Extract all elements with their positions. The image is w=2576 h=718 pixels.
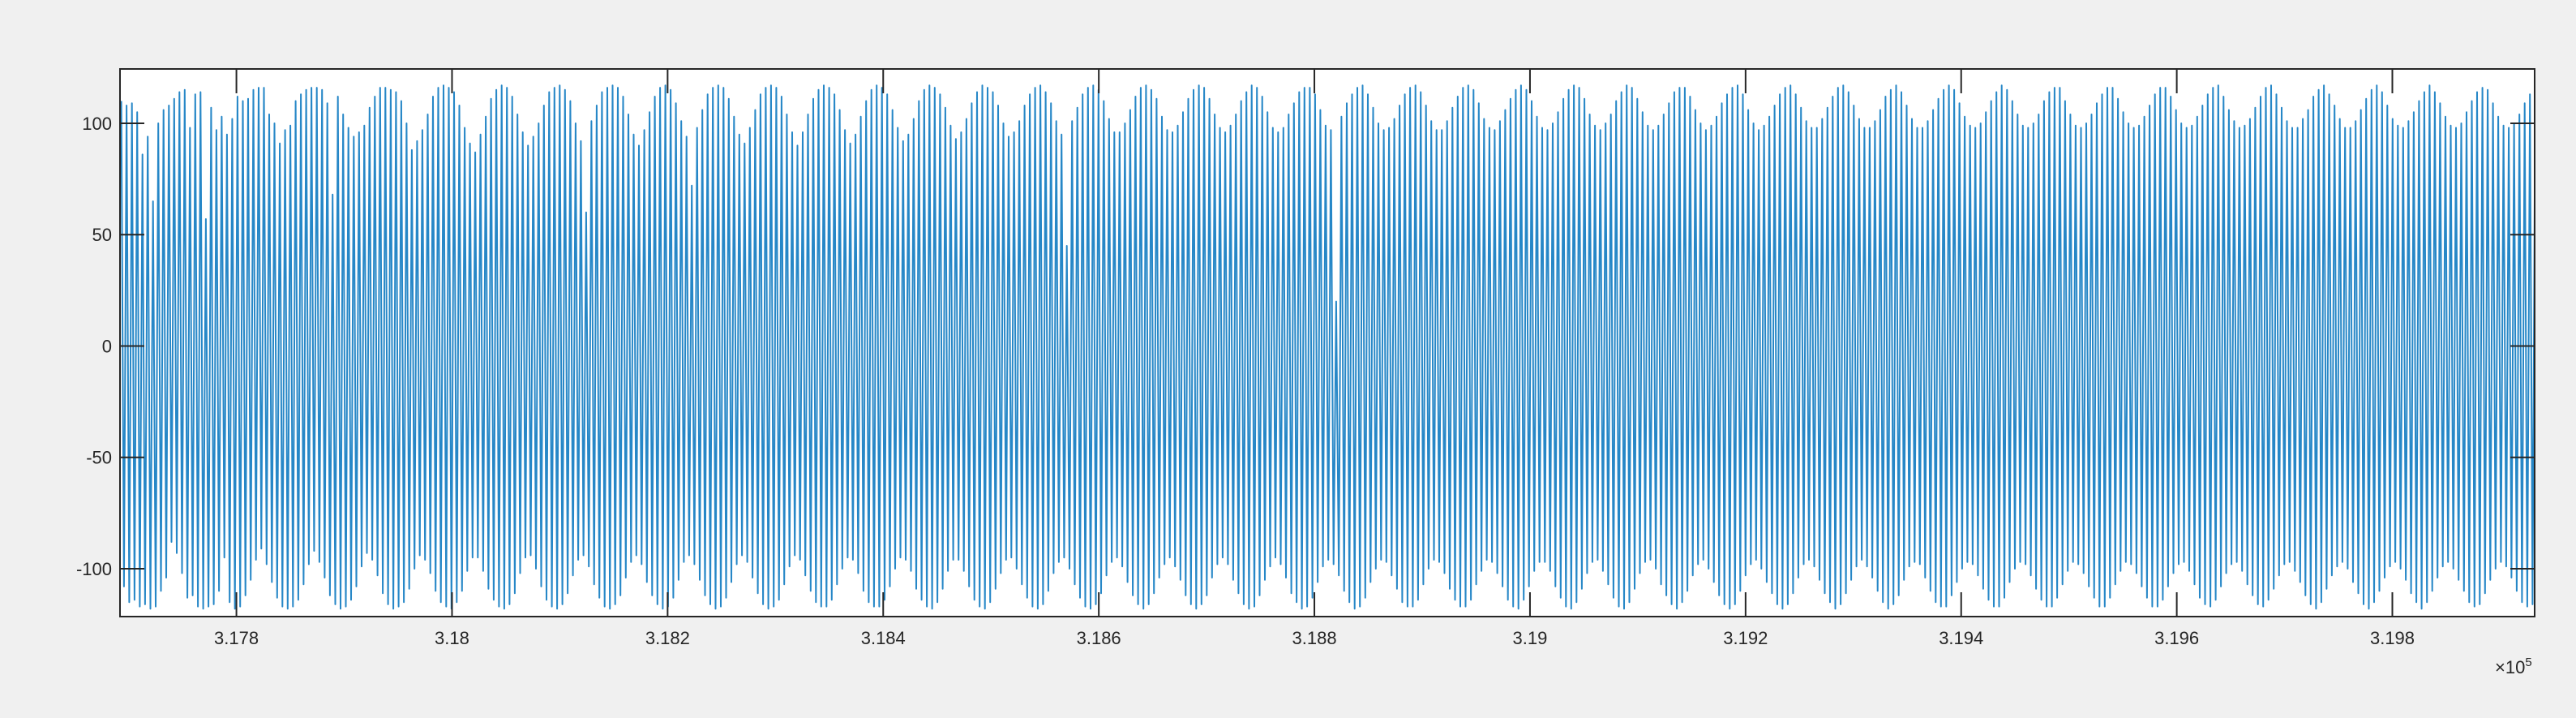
- axes-box: [119, 68, 2535, 617]
- x-tick-label: 3.198: [2370, 628, 2415, 648]
- x-tick-label: 3.182: [645, 628, 690, 648]
- y-tick-label: 50: [92, 225, 112, 245]
- x-tick-label: 3.188: [1292, 628, 1337, 648]
- y-tick-label: -50: [86, 448, 112, 468]
- x-tick-label: 3.18: [435, 628, 469, 648]
- y-tick-label: 0: [102, 336, 112, 356]
- y-tick-label: 100: [82, 114, 112, 134]
- x-tick-label: 3.196: [2154, 628, 2199, 648]
- x-tick-label: 3.19: [1513, 628, 1548, 648]
- x-tick-label: 3.186: [1077, 628, 1121, 648]
- x-tick-label: 3.178: [214, 628, 259, 648]
- x-tick-label: 3.194: [1939, 628, 1983, 648]
- x-exponent-label: ×105: [2495, 656, 2532, 677]
- signal-line: [120, 84, 2535, 610]
- x-tick-label: 3.184: [861, 628, 906, 648]
- x-exponent: 5: [2525, 656, 2531, 669]
- y-tick-label: -100: [76, 559, 112, 579]
- x-tick-label: 3.192: [1723, 628, 1768, 648]
